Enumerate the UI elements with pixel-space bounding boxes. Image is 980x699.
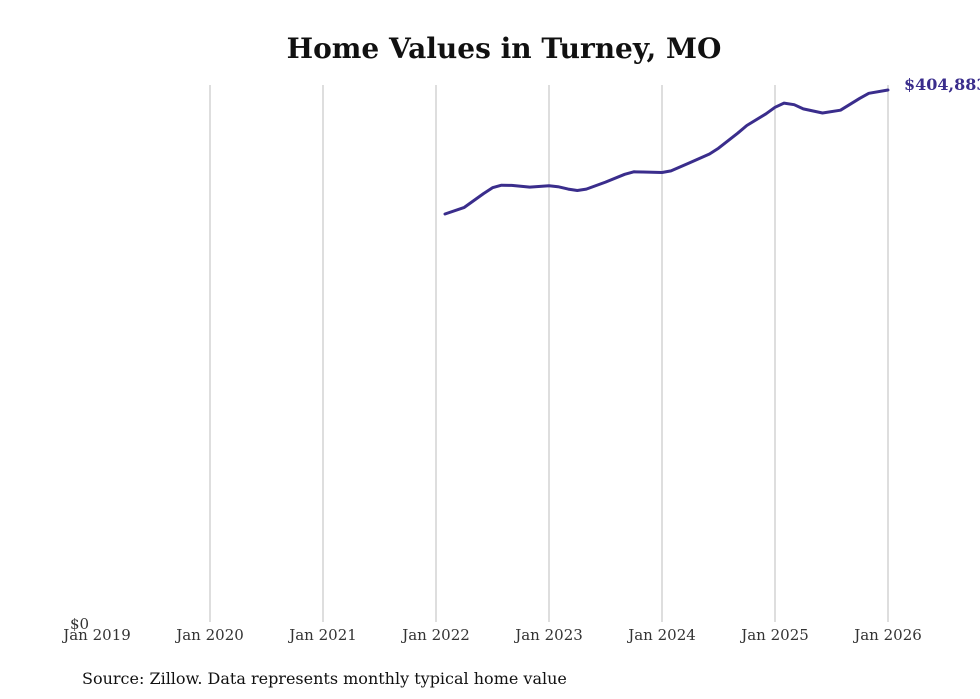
x-tick-label: Jan 2020 bbox=[174, 626, 244, 644]
x-tick-label: Jan 2022 bbox=[400, 626, 470, 644]
x-tick-label: Jan 2019 bbox=[61, 626, 131, 644]
x-tick-label: Jan 2024 bbox=[626, 626, 696, 644]
grid-lines bbox=[209, 85, 889, 622]
source-note: Source: Zillow. Data represents monthly … bbox=[82, 669, 567, 688]
y-axis-zero-label: $0 bbox=[70, 615, 89, 633]
chart-title: Home Values in Turney, MO bbox=[287, 32, 722, 65]
x-axis-ticks: Jan 2019 Jan 2020 Jan 2021 Jan 2022 Jan 2023… bbox=[61, 626, 922, 644]
end-value-label: $404,883 bbox=[904, 75, 980, 94]
home-value-line bbox=[443, 88, 890, 216]
x-tick-label: Jan 2026 bbox=[852, 626, 922, 644]
x-tick-label: Jan 2023 bbox=[513, 626, 583, 644]
x-tick-label: Jan 2021 bbox=[287, 626, 357, 644]
x-tick-label: Jan 2025 bbox=[739, 626, 809, 644]
